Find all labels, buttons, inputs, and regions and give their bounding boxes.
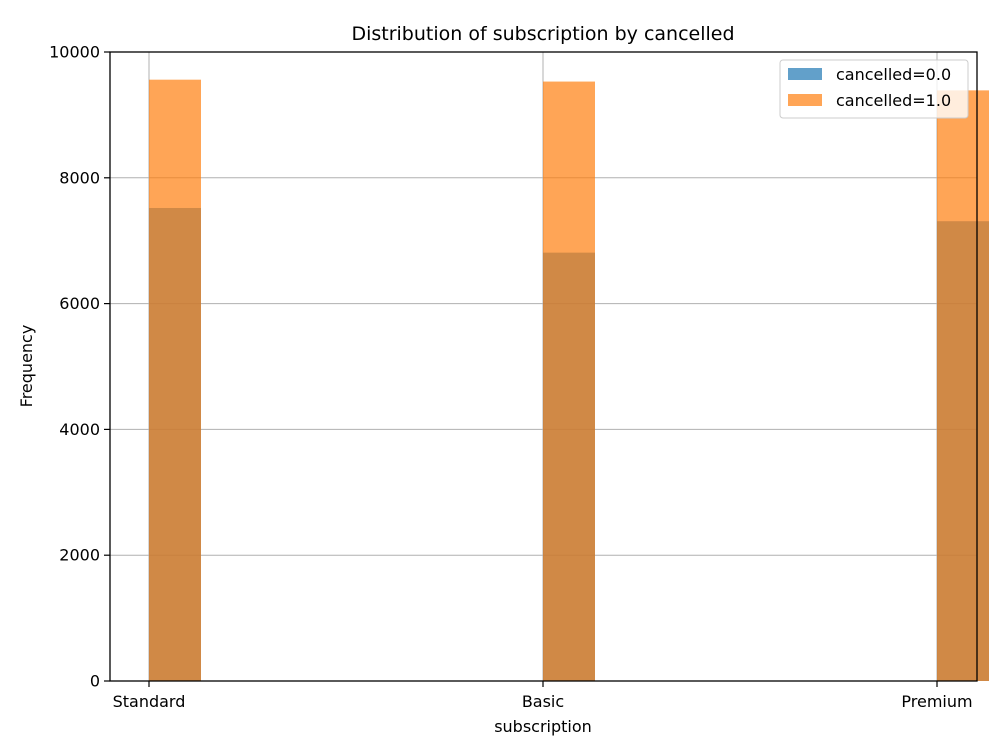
y-tick-label-4: 8000 xyxy=(59,168,100,187)
y-tick-label-1: 2000 xyxy=(59,546,100,565)
legend-swatch-0 xyxy=(788,68,822,80)
x-axis-label: subscription xyxy=(494,717,592,736)
legend-box xyxy=(779,59,969,119)
y-tick-label-5: 10000 xyxy=(49,43,100,62)
bar-standard-series-1 xyxy=(149,79,201,681)
legend: cancelled=0.0 cancelled=1.0 xyxy=(779,59,969,119)
y-axis: 0 2000 4000 6000 8000 10000 xyxy=(49,43,110,691)
bar-premium-series-1 xyxy=(937,90,989,681)
y-tick-label-3: 6000 xyxy=(59,294,100,313)
chart-title: Distribution of subscription by cancelle… xyxy=(351,23,734,45)
bars xyxy=(149,79,989,682)
y-tick-label-0: 0 xyxy=(90,672,100,691)
legend-label-1: cancelled=1.0 xyxy=(836,91,951,110)
x-tick-label-basic: Basic xyxy=(522,692,564,711)
legend-swatch-1 xyxy=(788,94,822,106)
x-axis: Standard Basic Premium xyxy=(113,681,973,711)
y-axis-label: Frequency xyxy=(17,325,36,408)
bar-basic-series-1 xyxy=(543,81,595,682)
x-tick-label-standard: Standard xyxy=(113,692,186,711)
legend-label-0: cancelled=0.0 xyxy=(836,65,951,84)
x-tick-label-premium: Premium xyxy=(901,692,972,711)
y-tick-label-2: 4000 xyxy=(59,420,100,439)
